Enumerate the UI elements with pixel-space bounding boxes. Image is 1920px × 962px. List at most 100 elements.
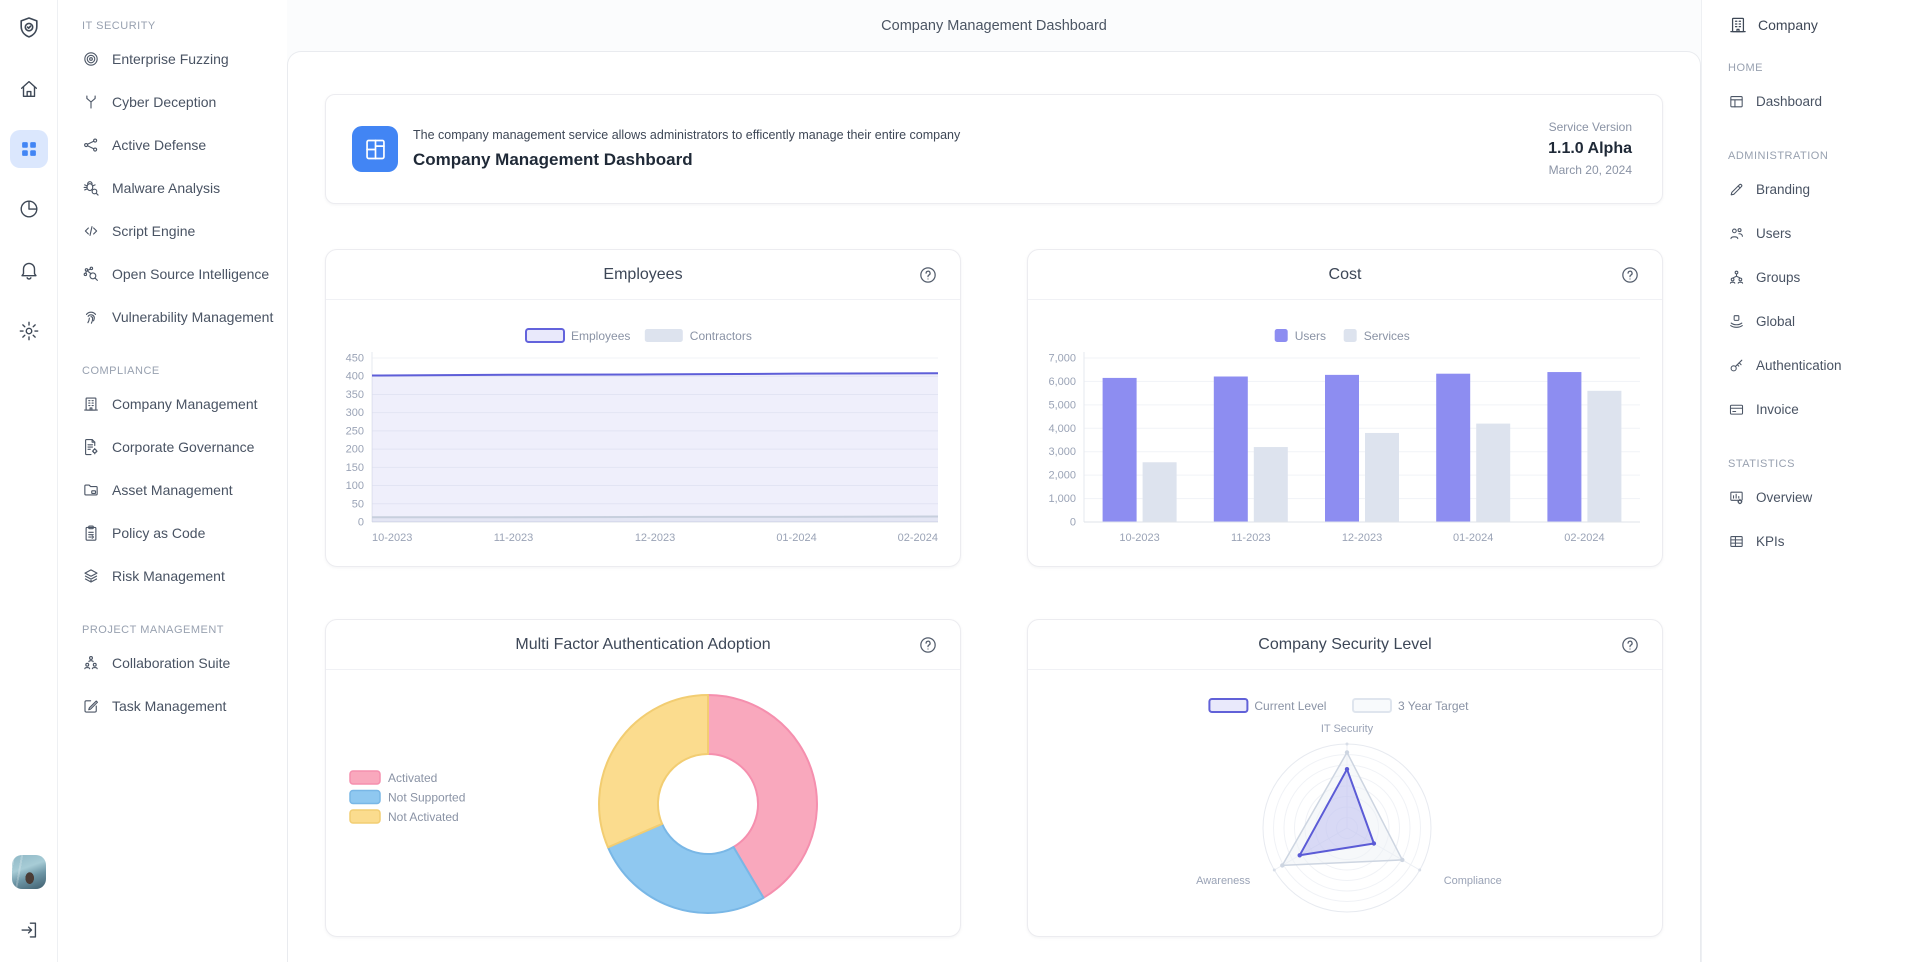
right-item-label: Global [1756, 313, 1796, 329]
rail-bell-button[interactable] [9, 250, 49, 290]
sidebar-item-vulnerability-management[interactable]: Vulnerability Management [82, 295, 279, 338]
right-item-dashboard[interactable]: Dashboard [1728, 79, 1912, 123]
svg-text:Employees: Employees [571, 329, 630, 343]
right-item-overview[interactable]: Overview [1728, 475, 1912, 519]
mfa-chart-body: Activated Not Supported Not Activated [326, 670, 960, 936]
sidebar-item-label: Cyber Deception [112, 93, 217, 110]
legend-item-current-level[interactable]: Current Level [1208, 698, 1326, 713]
legend-item-contractors[interactable]: Contractors [644, 329, 752, 343]
right-item-authentication[interactable]: Authentication [1728, 343, 1912, 387]
bar-users[interactable] [1213, 376, 1248, 522]
donut-slice-not-supported[interactable] [607, 822, 765, 914]
donut-slice-not-activated[interactable] [598, 694, 709, 849]
right-item-label: Users [1756, 225, 1792, 241]
right-item-kpis[interactable]: KPIs [1728, 519, 1912, 563]
help-icon[interactable] [1620, 265, 1640, 285]
dashboard-app-icon [352, 126, 398, 172]
right-item-label: Branding [1756, 181, 1811, 197]
rail-pie-chart-button[interactable] [9, 189, 49, 229]
window-icon [1730, 95, 1743, 107]
branch-icon [86, 94, 96, 109]
company-menu[interactable]: Company [1728, 15, 1912, 35]
legend-item-services[interactable]: Services [1343, 329, 1410, 343]
right-item-invoice[interactable]: Invoice [1728, 387, 1912, 431]
bar-services[interactable] [1365, 432, 1399, 522]
bar-services[interactable] [1142, 462, 1177, 522]
section-label: IT SECURITY [82, 20, 156, 32]
layers-icon [84, 568, 98, 583]
bar-services[interactable] [1253, 447, 1288, 522]
sidebar-item-open-source-intelligence[interactable]: Open Source Intelligence [82, 252, 279, 295]
right-item-users[interactable]: Users [1728, 211, 1912, 255]
left-sidebar: IT SECURITY Enterprise Fuzzing Cyber Decep… [58, 0, 287, 962]
center-column: Company Management Dashboard The company… [287, 0, 1701, 962]
rail-logout-button[interactable] [9, 910, 49, 950]
legend-item-3-year-target[interactable]: 3 Year Target [1352, 698, 1469, 713]
employees-card-header: Employees [326, 250, 960, 300]
page-title: Company Management Dashboard [881, 17, 1107, 34]
folder-icon [84, 483, 98, 496]
security-chart-body: IT Security Compliance Awareness Current Le… [1028, 670, 1662, 936]
banner-title: Company Management Dashboard [413, 150, 693, 169]
pen-icon [1730, 183, 1743, 195]
svg-text:3,000: 3,000 [1048, 446, 1076, 458]
user-avatar[interactable] [11, 855, 46, 889]
bar-users[interactable] [1547, 372, 1582, 522]
donut-slice-activated[interactable] [707, 694, 818, 899]
right-item-branding[interactable]: Branding [1728, 167, 1912, 211]
svg-text:Services: Services [1364, 329, 1410, 343]
sidebar-item-corporate-governance[interactable]: Corporate Governance [82, 425, 279, 468]
org-chart-icon [1729, 270, 1744, 284]
svg-text:10-2023: 10-2023 [372, 532, 412, 544]
rail-gear-button[interactable] [9, 311, 49, 351]
pie-chart-icon [20, 200, 37, 218]
legend-item-users[interactable]: Users [1274, 329, 1326, 343]
rail-home-button[interactable] [9, 69, 49, 109]
sidebar-item-policy-as-code[interactable]: Policy as Code [82, 511, 279, 554]
radar-axis-label: Compliance [1444, 875, 1502, 887]
svg-text:01-2024: 01-2024 [1453, 532, 1493, 544]
bar-users[interactable] [1102, 377, 1137, 522]
right-item-global[interactable]: Global [1728, 299, 1912, 343]
help-icon[interactable] [918, 635, 938, 655]
sidebar-item-label: Active Defense [112, 136, 207, 153]
right-item-label: Authentication [1756, 357, 1842, 373]
users-icon [1730, 227, 1743, 239]
employees-card-title: Employees [603, 265, 683, 283]
sidebar-item-label: Company Management [112, 395, 258, 412]
sidebar-item-collaboration-suite[interactable]: Collaboration Suite [82, 641, 279, 684]
main-panel: The company management service allows ad… [287, 51, 1701, 962]
sidebar-item-cyber-deception[interactable]: Cyber Deception [82, 80, 279, 123]
help-icon[interactable] [1620, 635, 1640, 655]
legend-item-employees[interactable]: Employees [525, 328, 630, 343]
sidebar-item-risk-management[interactable]: Risk Management [82, 554, 279, 597]
legend-item-activated[interactable]: Activated [349, 770, 437, 785]
sidebar-item-label: Vulnerability Management [112, 308, 274, 325]
bar-services[interactable] [1476, 423, 1511, 522]
sidebar-item-enterprise-fuzzing[interactable]: Enterprise Fuzzing [82, 37, 279, 80]
svg-text:11-2023: 11-2023 [494, 532, 534, 544]
sidebar-item-malware-analysis[interactable]: Malware Analysis [82, 166, 279, 209]
svg-text:6,000: 6,000 [1048, 376, 1076, 388]
question-icon [920, 267, 936, 283]
legend-item-not-supported[interactable]: Not Supported [349, 789, 465, 805]
sidebar-item-active-defense[interactable]: Active Defense [82, 123, 279, 166]
sidebar-item-task-management[interactable]: Task Management [82, 684, 279, 727]
right-item-label: Overview [1756, 489, 1813, 505]
right-item-groups[interactable]: Groups [1728, 255, 1912, 299]
svg-text:01-2024: 01-2024 [776, 532, 816, 544]
bar-services[interactable] [1587, 390, 1622, 522]
sidebar-item-asset-management[interactable]: Asset Management [82, 468, 279, 511]
help-icon[interactable] [918, 265, 938, 285]
svg-text:0: 0 [358, 517, 364, 529]
svg-text:Activated: Activated [388, 771, 437, 785]
sidebar-item-label: Policy as Code [112, 524, 206, 541]
rail-dashboard-grid-button[interactable] [9, 130, 48, 168]
bar-users[interactable] [1436, 373, 1471, 522]
sidebar-item-script-engine[interactable]: Script Engine [82, 209, 279, 252]
service-version-block: Service Version 1.1.0 Alpha March 20, 20… [1548, 120, 1632, 178]
sidebar-item-company-management[interactable]: Company Management [82, 382, 279, 425]
gear-icon [19, 321, 38, 341]
legend-item-not-activated[interactable]: Not Activated [349, 809, 459, 824]
bar-users[interactable] [1325, 374, 1359, 522]
